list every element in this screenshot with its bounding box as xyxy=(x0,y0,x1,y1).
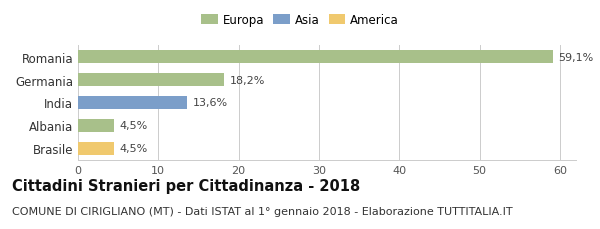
Bar xyxy=(78,142,114,155)
Text: Cittadini Stranieri per Cittadinanza - 2018: Cittadini Stranieri per Cittadinanza - 2… xyxy=(12,179,360,194)
Text: 4,5%: 4,5% xyxy=(120,121,148,131)
Text: 59,1%: 59,1% xyxy=(559,52,593,62)
Legend: Europa, Asia, America: Europa, Asia, America xyxy=(197,11,403,30)
Text: 18,2%: 18,2% xyxy=(230,75,265,85)
Bar xyxy=(78,51,553,64)
Bar xyxy=(78,74,224,87)
Bar xyxy=(78,97,187,109)
Text: COMUNE DI CIRIGLIANO (MT) - Dati ISTAT al 1° gennaio 2018 - Elaborazione TUTTITA: COMUNE DI CIRIGLIANO (MT) - Dati ISTAT a… xyxy=(12,206,512,216)
Text: 4,5%: 4,5% xyxy=(120,144,148,154)
Bar xyxy=(78,120,114,132)
Text: 13,6%: 13,6% xyxy=(193,98,228,108)
